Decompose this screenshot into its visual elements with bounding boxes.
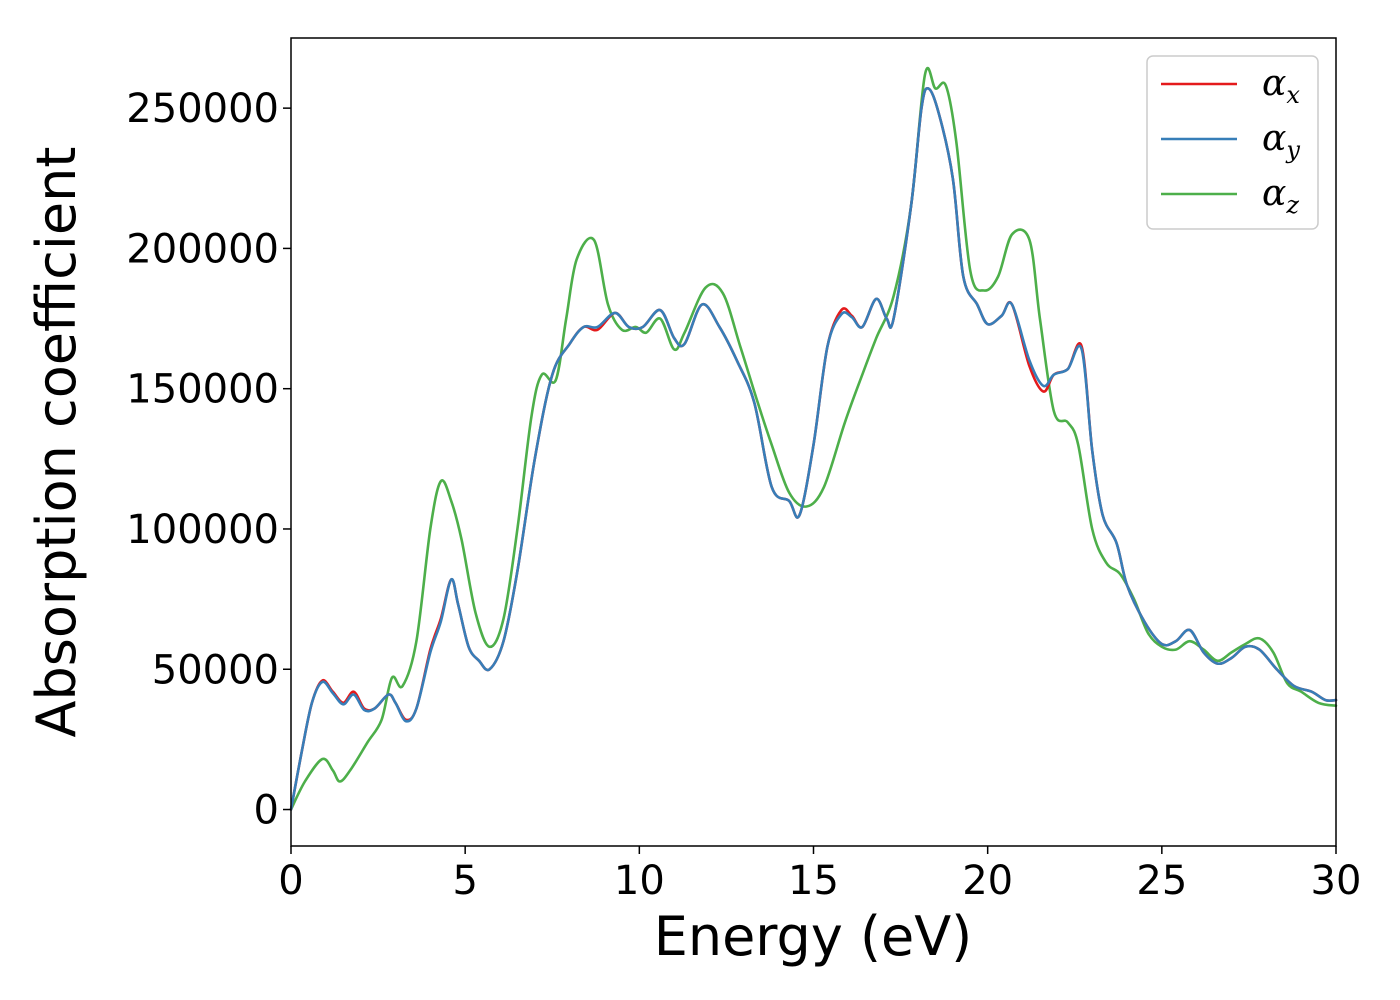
legend-label-alpha-y: αy [1262,118,1300,164]
x-axis-ticks: 0 5 10 15 20 25 30 [278,846,1361,904]
x-tick-label: 10 [614,858,665,904]
series-line-alpha-z [289,66,1338,811]
x-tick-label: 5 [452,858,477,904]
x-tick-label: 25 [1136,858,1187,904]
y-axis-label: Absorption coefficient [25,147,88,738]
y-axis-ticks: 0 50000 100000 150000 200000 250000 [126,86,291,834]
legend-items: αx αy αz [1161,63,1300,219]
y-tick-label: 150000 [126,367,279,413]
legend-label-alpha-x: αx [1262,63,1300,109]
series-layer [289,66,1338,811]
x-tick-label: 20 [962,858,1013,904]
y-tick-label: 50000 [152,647,279,693]
x-tick-label: 0 [278,858,303,904]
x-tick-label: 15 [788,858,839,904]
y-tick-label: 100000 [126,507,279,553]
legend-box [1146,55,1319,230]
x-tick-label: 30 [1311,858,1362,904]
y-tick-label: 200000 [126,226,279,272]
legend-label-alpha-z: αz [1262,173,1299,219]
legend: αx αy αz [1146,55,1319,230]
x-axis-label: Energy (eV) [654,905,973,968]
y-tick-label: 250000 [126,86,279,132]
series-line-alpha-y [289,86,1338,811]
y-tick-label: 0 [254,788,279,834]
